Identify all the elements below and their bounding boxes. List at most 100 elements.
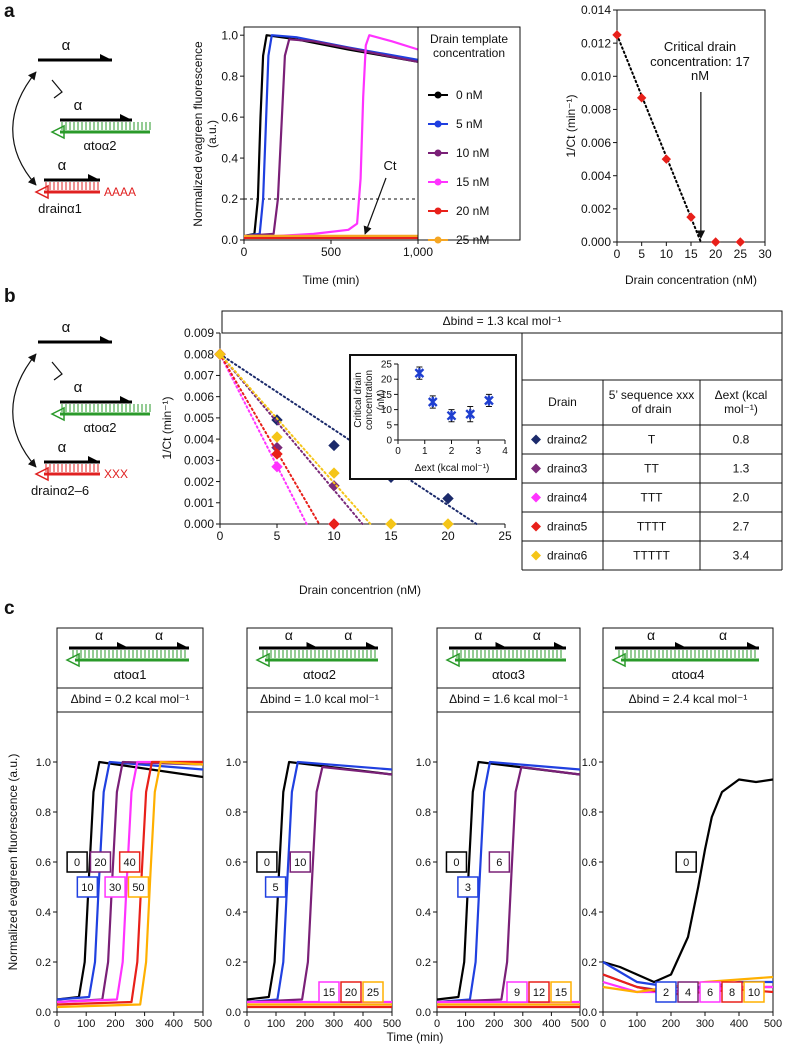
y-tick-label: 0.000	[581, 235, 611, 249]
y-tick-label: 5	[386, 420, 392, 431]
strand-head	[675, 642, 687, 648]
label-box	[699, 981, 721, 1003]
y-tick-label: 0.4	[221, 151, 238, 165]
x-axis-label: Δext (kcal mol⁻¹)	[415, 463, 490, 474]
table-header-frame: Drain	[548, 395, 577, 409]
legend-marker	[434, 178, 442, 186]
curve	[246, 760, 393, 1004]
chart-subtitle-frame: Δbind = 1.0 kcal mol⁻¹	[260, 692, 379, 706]
domain-label: α	[719, 627, 727, 643]
y-tick-label: 0.010	[581, 69, 611, 83]
y-tick-label: 1.0	[226, 757, 241, 769]
label-box	[318, 981, 340, 1003]
curve	[436, 765, 581, 1004]
chart-title: Δbind = 1.3 kcal mol⁻¹	[442, 314, 562, 329]
legend-marker	[531, 434, 541, 445]
x-tick-label: 10	[327, 529, 341, 543]
x-tick-label: 0	[434, 1018, 440, 1030]
y-axis-label-frame: 1/Ct (min⁻¹)	[160, 397, 174, 460]
table-cell: TT	[644, 462, 659, 476]
domain-label: α	[74, 379, 83, 396]
y-tick-label: 25	[381, 360, 393, 371]
label-box	[118, 851, 141, 873]
x-tick-label: 200	[662, 1018, 680, 1030]
label-box	[721, 981, 743, 1003]
y-tick-label: 0.8	[221, 69, 238, 83]
y-tick-label: 0.003	[184, 454, 214, 468]
y-tick-label: 0.8	[582, 807, 597, 819]
series-label: 12	[533, 987, 545, 999]
x-tick-label: 1,000	[403, 245, 433, 259]
table-cell: drainα5	[547, 520, 588, 534]
point	[271, 431, 283, 443]
plot-frame	[243, 26, 419, 241]
x-tick-label: 5	[274, 529, 281, 543]
x-tick-label: 300	[696, 1018, 714, 1030]
x-tick-label: 30	[758, 247, 772, 261]
x-tick-label: 300	[325, 1018, 343, 1030]
table-cell: 3.4	[733, 549, 750, 563]
point	[328, 518, 340, 530]
annotation: Ct	[384, 158, 397, 173]
label-box	[89, 851, 112, 873]
y-tick-label: 0.4	[582, 907, 597, 919]
table-cell: drainα2	[547, 433, 588, 447]
y-tick-label: 0.6	[226, 857, 241, 869]
x-tick-label: 4	[502, 446, 508, 457]
y-axis-label: 1/Ct (min⁻¹)	[564, 94, 579, 158]
x-tick-label: 100	[628, 1018, 646, 1030]
domain-label: α	[62, 37, 71, 54]
point	[442, 518, 454, 530]
x-tick-label: 500	[764, 1018, 782, 1030]
x-tick-label: 20	[709, 247, 723, 261]
y-tick-label: 0.2	[416, 957, 431, 969]
point	[271, 448, 283, 460]
y-tick-label: 0.6	[36, 857, 51, 869]
label-box	[66, 851, 88, 873]
x-tick-label: 400	[542, 1018, 560, 1030]
label-box	[550, 981, 572, 1003]
fit-line	[219, 353, 321, 525]
series-label: 0	[453, 857, 459, 869]
label-box	[488, 851, 511, 873]
y-tick-label: 0.0	[36, 1007, 51, 1019]
y-tick-label: 0.001	[184, 496, 214, 510]
table-cell: drainα6	[547, 549, 588, 563]
strand-tail	[65, 652, 80, 668]
y-tick-label: 0.0	[416, 1007, 431, 1019]
label-box	[104, 876, 126, 898]
template-label: αtoα2	[303, 667, 336, 682]
template-label: αtoα4	[671, 667, 704, 682]
strand-head	[177, 642, 189, 648]
point	[328, 467, 340, 479]
panel-label: a	[4, 1, 15, 22]
strand-head	[495, 642, 508, 648]
y-tick-label: 0	[386, 436, 392, 447]
y-axis-label: Critical drain concentration (nM)	[352, 369, 387, 431]
series-label: 10	[294, 857, 306, 869]
y-tick-label: 0.2	[226, 957, 241, 969]
label-box	[127, 876, 150, 898]
domain-label: α	[74, 97, 83, 114]
label-box	[675, 851, 697, 873]
hook	[51, 79, 63, 99]
strand-head	[306, 642, 319, 648]
x-tick-label: 25	[498, 529, 512, 543]
series-label: 2	[663, 987, 669, 999]
x-tick-label: 0	[241, 245, 248, 259]
y-tick-label: 0.000	[184, 517, 214, 531]
legend-marker	[531, 463, 541, 474]
table-header-frame: Δext (kcal mol⁻¹)	[715, 388, 768, 416]
chart-subtitle: Δbind = 1.6 kcal mol⁻¹	[449, 692, 568, 707]
series-label: 40	[124, 857, 136, 869]
title-frame	[221, 310, 783, 334]
series-label: 6	[496, 857, 502, 869]
point	[484, 395, 494, 406]
series-label: 6	[707, 987, 713, 999]
domain-label: α	[344, 627, 352, 643]
label-box	[445, 851, 468, 873]
x-tick-label: 100	[456, 1018, 474, 1030]
template-label: αtoα1	[113, 667, 146, 682]
domain-label: α	[474, 627, 482, 643]
strand-tail	[34, 466, 49, 482]
